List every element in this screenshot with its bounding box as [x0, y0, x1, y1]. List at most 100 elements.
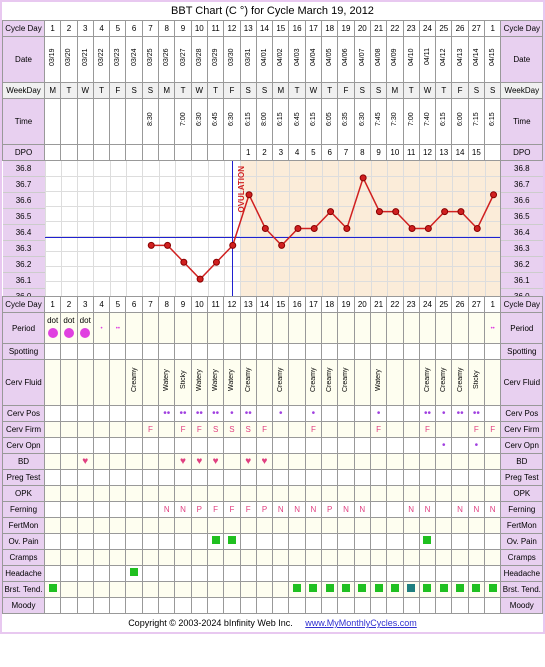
- cervpos-cell: [61, 406, 77, 422]
- weekday-cell: W: [191, 83, 207, 99]
- opk-cell: [240, 486, 256, 502]
- ferning-cell: [77, 502, 93, 518]
- opk-cell: [93, 486, 109, 502]
- brsttend-cell: [370, 582, 386, 598]
- cervfirm-cell: [289, 422, 305, 438]
- pregtest-cell: [354, 470, 370, 486]
- label-cervfluid: Cerv Fluid: [3, 360, 45, 406]
- period-cell: [256, 313, 272, 344]
- dpo-cell: [61, 145, 77, 161]
- fertmon-cell: [305, 518, 321, 534]
- date-cell: 03/29: [207, 37, 223, 83]
- ferning-cell: [142, 502, 158, 518]
- cramps-cell: [93, 550, 109, 566]
- pregtest-cell: [338, 470, 354, 486]
- opk-cell: [485, 486, 501, 502]
- dpo-cell: [207, 145, 223, 161]
- weekday-cell: S: [370, 83, 386, 99]
- label-fertmon-r: FertMon: [501, 518, 543, 534]
- bd-cell: [159, 454, 175, 470]
- label-cervfirm: Cerv Firm: [3, 422, 45, 438]
- cycle-day-cell-2: 11: [207, 297, 223, 313]
- label-bd-r: BD: [501, 454, 543, 470]
- date-cell: 03/24: [126, 37, 142, 83]
- time-cell: 7:40: [419, 99, 435, 145]
- cramps-cell: [370, 550, 386, 566]
- cycle-day-cell: 24: [419, 21, 435, 37]
- label-date: Date: [3, 37, 45, 83]
- bd-cell: ♥: [77, 454, 93, 470]
- moody-cell: [126, 598, 142, 614]
- date-cell: 04/04: [305, 37, 321, 83]
- cervopn-cell: [485, 438, 501, 454]
- opk-cell: [126, 486, 142, 502]
- period-cell: ••: [485, 313, 501, 344]
- moody-cell: [110, 598, 126, 614]
- time-cell: 6:45: [289, 99, 305, 145]
- spotting-cell: [175, 344, 191, 360]
- footer-link[interactable]: www.MyMonthlyCycles.com: [305, 618, 417, 628]
- period-cell: [142, 313, 158, 344]
- weekday-cell: S: [485, 83, 501, 99]
- moody-cell: [403, 598, 419, 614]
- y-axis-right: 36.836.736.636.536.436.336.236.136.0: [500, 161, 543, 296]
- weekday-cell: T: [93, 83, 109, 99]
- cervpos-row: Cerv Pos •••••••••••••••••••••Cerv Pos: [3, 406, 543, 422]
- headache-cell: [419, 566, 435, 582]
- headache-cell: [338, 566, 354, 582]
- spotting-cell: [93, 344, 109, 360]
- spotting-cell: [387, 344, 403, 360]
- fertmon-row: FertMon FertMon: [3, 518, 543, 534]
- weekday-cell: F: [338, 83, 354, 99]
- cramps-cell: [289, 550, 305, 566]
- date-cell: 04/02: [273, 37, 289, 83]
- moody-cell: [159, 598, 175, 614]
- label-period: Period: [3, 313, 45, 344]
- cycle-day-cell-2: 15: [273, 297, 289, 313]
- brsttend-cell: [175, 582, 191, 598]
- cycle-day-cell-2: 14: [256, 297, 272, 313]
- spotting-cell: [436, 344, 452, 360]
- pregtest-cell: [110, 470, 126, 486]
- cervopn-cell: [126, 438, 142, 454]
- opk-cell: [436, 486, 452, 502]
- label-opk-r: OPK: [501, 486, 543, 502]
- bd-cell: [387, 454, 403, 470]
- time-cell: 6:00: [452, 99, 468, 145]
- cycle-day-cell: 21: [370, 21, 386, 37]
- date-cell: 03/20: [61, 37, 77, 83]
- cervfirm-cell: F: [256, 422, 272, 438]
- ovpain-cell: [159, 534, 175, 550]
- date-cell: 04/06: [338, 37, 354, 83]
- label-moody-r: Moody: [501, 598, 543, 614]
- dpo-cell: 14: [452, 145, 468, 161]
- cycle-day-cell-2: 9: [175, 297, 191, 313]
- label-moody: Moody: [3, 598, 45, 614]
- headache-cell: [370, 566, 386, 582]
- label-period-r: Period: [501, 313, 543, 344]
- cervfirm-cell: [93, 422, 109, 438]
- period-cell: [370, 313, 386, 344]
- ferning-cell: P: [322, 502, 338, 518]
- time-cell: 6:15: [485, 99, 501, 145]
- time-cell: 6:30: [354, 99, 370, 145]
- opk-cell: [370, 486, 386, 502]
- label-bd: BD: [3, 454, 45, 470]
- cycle-day-cell-2: 3: [77, 297, 93, 313]
- weekday-cell: T: [403, 83, 419, 99]
- label-spotting-r: Spotting: [501, 344, 543, 360]
- dpo-cell: [126, 145, 142, 161]
- cycle-day-cell-2: 2: [61, 297, 77, 313]
- cycle-day-cell: 3: [77, 21, 93, 37]
- period-row: Period dotdotdot•••••Period: [3, 313, 543, 344]
- period-cell: dot: [61, 313, 77, 344]
- label-cervfluid-r: Cerv Fluid: [501, 360, 543, 406]
- cervpos-cell: [322, 406, 338, 422]
- cervfluid-cell: [387, 360, 403, 406]
- ferning-cell: N: [273, 502, 289, 518]
- ovpain-cell: [93, 534, 109, 550]
- headache-cell: [256, 566, 272, 582]
- period-cell: [191, 313, 207, 344]
- brsttend-cell: [110, 582, 126, 598]
- cervfirm-cell: [436, 422, 452, 438]
